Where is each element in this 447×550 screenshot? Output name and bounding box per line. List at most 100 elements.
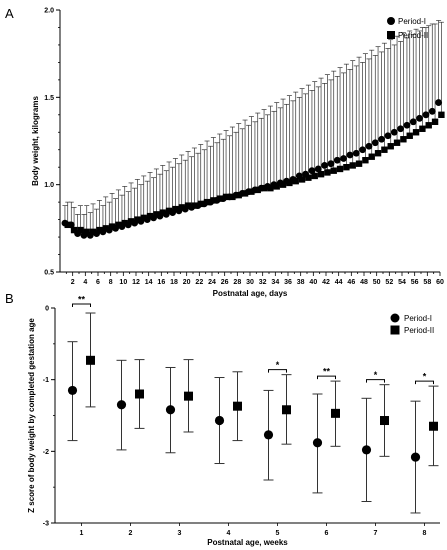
x-tick-label: 34 xyxy=(271,279,279,286)
point-period-ii xyxy=(380,416,389,426)
x-tick-label: 56 xyxy=(411,279,419,286)
x-tick-label: 8 xyxy=(423,530,427,537)
y-tick-label: 1.0 xyxy=(44,182,54,189)
x-tick-label: 1 xyxy=(80,530,84,537)
point-period-ii xyxy=(429,421,438,431)
legend-period-ii-marker xyxy=(387,31,395,39)
legend-period-ii-label: Period-II xyxy=(404,326,434,335)
point-period-ii xyxy=(108,223,116,230)
point-period-ii xyxy=(400,136,407,143)
point-period-ii xyxy=(260,184,268,192)
point-period-ii xyxy=(165,207,173,215)
point-period-ii xyxy=(282,405,291,415)
y-tick-label: 0.5 xyxy=(44,270,54,277)
point-period-i xyxy=(352,149,360,157)
panel-b-axes: 0 -1 -2 -3 1 2 3 4 5 6 7 8 xyxy=(43,306,440,537)
x-tick-label: 30 xyxy=(246,279,254,286)
x-tick-label: 28 xyxy=(233,279,241,286)
point-period-ii xyxy=(374,150,382,157)
point-period-ii xyxy=(89,228,97,236)
significance-bracket xyxy=(415,380,434,385)
point-period-ii xyxy=(368,153,375,160)
x-tick-label: 2 xyxy=(71,279,75,286)
x-tick-label: 18 xyxy=(170,279,178,286)
point-period-i xyxy=(116,400,127,410)
x-tick-label: 40 xyxy=(309,279,317,286)
point-period-ii xyxy=(305,174,312,181)
point-period-ii xyxy=(393,139,401,146)
point-period-ii xyxy=(286,179,293,187)
panel-b-y-axis-label: Z score of body weight by completed gest… xyxy=(27,318,36,513)
x-tick-label: 24 xyxy=(208,279,216,286)
x-tick-label: 52 xyxy=(385,279,393,286)
point-period-ii xyxy=(336,165,344,173)
y-tick-label: -3 xyxy=(43,521,49,528)
significance-bracket xyxy=(366,379,385,383)
panel-a-axes: 0.51.01.52.02 4 6 8 10 12 14 16 18 20 22 24 26 28 30 32… xyxy=(44,8,444,287)
point-period-ii xyxy=(355,160,363,167)
x-tick-label: 32 xyxy=(259,279,267,286)
point-period-ii xyxy=(115,221,122,229)
point-period-ii xyxy=(229,193,236,201)
point-period-i xyxy=(314,165,322,173)
panel-b: B ***** * * 0-1-2-31 2 3 4 5 6 7 8 Postnatal age,… xyxy=(5,291,440,547)
point-period-i xyxy=(321,162,329,169)
legend-period-ii-label: Period-II xyxy=(398,31,428,40)
point-period-ii xyxy=(324,169,331,176)
point-period-i xyxy=(361,445,372,455)
point-period-i xyxy=(308,167,316,175)
panel-b-x-axis-label: Postnatal age, weeks xyxy=(207,538,288,547)
x-tick-label: 58 xyxy=(423,279,431,286)
y-tick-label: 2.0 xyxy=(44,8,54,15)
y-tick-label: 0 xyxy=(45,306,49,313)
point-period-ii xyxy=(140,214,147,222)
point-period-i xyxy=(384,132,392,140)
point-period-ii xyxy=(248,188,255,195)
point-period-i xyxy=(409,118,417,126)
panel-b-error-bars xyxy=(67,312,439,514)
point-period-i xyxy=(371,139,379,147)
x-tick-label: 8 xyxy=(109,279,113,286)
x-tick-label: 46 xyxy=(347,279,355,286)
point-period-ii xyxy=(216,195,223,202)
point-period-ii xyxy=(362,157,369,164)
point-period-ii xyxy=(254,186,261,194)
point-period-i xyxy=(263,430,274,440)
point-period-ii xyxy=(349,162,356,169)
point-period-ii xyxy=(159,209,166,216)
point-period-ii xyxy=(134,216,141,223)
point-period-i xyxy=(333,156,341,164)
panel-b-markers xyxy=(67,355,438,462)
point-period-i xyxy=(359,146,367,154)
point-period-ii xyxy=(184,391,193,401)
x-tick-label: 2 xyxy=(129,530,133,537)
point-period-ii xyxy=(172,205,179,213)
significance-label: * xyxy=(374,370,378,380)
significance-label: ** xyxy=(78,295,86,305)
point-period-i xyxy=(435,99,443,106)
legend-period-i-label: Period-I xyxy=(398,17,426,26)
point-period-i xyxy=(403,121,411,129)
point-period-ii xyxy=(135,389,144,399)
point-period-ii xyxy=(210,197,217,204)
x-tick-label: 6 xyxy=(96,279,100,286)
point-period-ii xyxy=(121,219,128,227)
point-period-ii xyxy=(279,181,287,188)
point-period-i xyxy=(340,155,348,162)
x-tick-label: 54 xyxy=(398,279,406,286)
x-tick-label: 5 xyxy=(276,530,280,537)
panel-a: A 0.51.01.52.02 4 6 8 10 12 14 16 18 20 22 24 26 28 30… xyxy=(5,6,445,298)
point-period-ii xyxy=(425,122,432,129)
x-tick-label: 16 xyxy=(157,279,165,286)
point-period-ii xyxy=(153,211,160,218)
legend-period-i-marker xyxy=(390,313,400,323)
point-period-i xyxy=(165,405,176,415)
x-tick-label: 48 xyxy=(360,279,368,286)
x-tick-label: 4 xyxy=(227,530,231,537)
point-period-ii xyxy=(70,226,78,234)
point-period-i xyxy=(312,438,323,448)
x-tick-label: 22 xyxy=(195,279,203,286)
point-period-ii xyxy=(102,225,109,232)
point-period-ii xyxy=(233,401,242,411)
x-tick-label: 44 xyxy=(335,279,343,286)
